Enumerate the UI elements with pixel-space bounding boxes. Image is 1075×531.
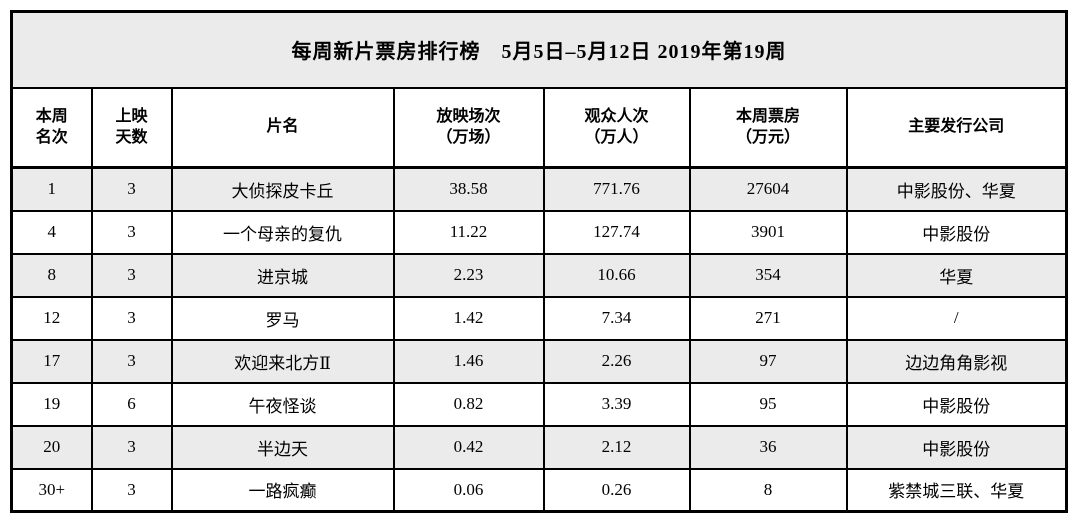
header-rank: 本周 名次 [10,86,93,169]
cell-distributor: 中影股份 [845,381,1068,427]
cell-audience: 127.74 [542,209,691,255]
table-row: 20 3 半边天 0.42 2.12 36 中影股份 [10,424,1068,470]
table-row: 19 6 午夜怪谈 0.82 3.39 95 中影股份 [10,381,1068,427]
cell-distributor: 华夏 [845,252,1068,298]
cell-days: 3 [90,338,173,384]
table-header-row: 本周 名次 上映 天数 片名 放映场次 （万场） 观众人次 （万人） 本周票房 … [10,86,1068,169]
cell-week-gross: 8 [688,467,848,513]
cell-week-gross: 354 [688,252,848,298]
cell-audience: 2.26 [542,338,691,384]
cell-screenings: 11.22 [392,209,545,255]
table-row: 4 3 一个母亲的复仇 11.22 127.74 3901 中影股份 [10,209,1068,255]
cell-days: 3 [90,295,173,341]
cell-audience: 10.66 [542,252,691,298]
cell-audience: 771.76 [542,166,691,212]
cell-days: 3 [90,252,173,298]
cell-days: 3 [90,467,173,513]
cell-week-gross: 271 [688,295,848,341]
cell-rank: 19 [10,381,93,427]
cell-days: 3 [90,424,173,470]
cell-film-name: 罗马 [170,295,395,341]
cell-screenings: 0.42 [392,424,545,470]
table-row: 12 3 罗马 1.42 7.34 271 / [10,295,1068,341]
cell-film-name: 一个母亲的复仇 [170,209,395,255]
cell-screenings: 0.06 [392,467,545,513]
header-audience: 观众人次 （万人） [542,86,691,169]
cell-distributor: 中影股份 [845,209,1068,255]
table-row: 1 3 大侦探皮卡丘 38.58 771.76 27604 中影股份、华夏 [10,166,1068,212]
cell-distributor: / [845,295,1068,341]
cell-audience: 7.34 [542,295,691,341]
cell-rank: 17 [10,338,93,384]
cell-days: 3 [90,166,173,212]
cell-week-gross: 95 [688,381,848,427]
cell-rank: 30+ [10,467,93,513]
cell-rank: 1 [10,166,93,212]
cell-film-name: 半边天 [170,424,395,470]
cell-days: 3 [90,209,173,255]
header-distributor: 主要发行公司 [845,86,1068,169]
table-row: 17 3 欢迎来北方Ⅱ 1.46 2.26 97 边边角角影视 [10,338,1068,384]
table-row: 30+ 3 一路疯癫 0.06 0.26 8 紫禁城三联、华夏 [10,467,1068,513]
cell-film-name: 进京城 [170,252,395,298]
cell-film-name: 大侦探皮卡丘 [170,166,395,212]
cell-audience: 3.39 [542,381,691,427]
cell-film-name: 欢迎来北方Ⅱ [170,338,395,384]
header-screenings: 放映场次 （万场） [392,86,545,169]
table-title-row: 每周新片票房排行榜 5月5日–5月12日 2019年第19周 [10,10,1068,89]
header-week-gross: 本周票房 （万元） [688,86,848,169]
cell-distributor: 中影股份、华夏 [845,166,1068,212]
cell-audience: 0.26 [542,467,691,513]
cell-audience: 2.12 [542,424,691,470]
header-days: 上映 天数 [90,86,173,169]
cell-screenings: 38.58 [392,166,545,212]
cell-rank: 20 [10,424,93,470]
cell-distributor: 中影股份 [845,424,1068,470]
cell-week-gross: 97 [688,338,848,384]
cell-rank: 12 [10,295,93,341]
header-film-name: 片名 [170,86,395,169]
cell-week-gross: 27604 [688,166,848,212]
cell-week-gross: 36 [688,424,848,470]
cell-rank: 4 [10,209,93,255]
cell-distributor: 边边角角影视 [845,338,1068,384]
cell-screenings: 1.42 [392,295,545,341]
table-row: 8 3 进京城 2.23 10.66 354 华夏 [10,252,1068,298]
cell-screenings: 1.46 [392,338,545,384]
cell-film-name: 午夜怪谈 [170,381,395,427]
cell-days: 6 [90,381,173,427]
cell-rank: 8 [10,252,93,298]
cell-distributor: 紫禁城三联、华夏 [845,467,1068,513]
cell-screenings: 0.82 [392,381,545,427]
cell-screenings: 2.23 [392,252,545,298]
weekly-boxoffice-table: 每周新片票房排行榜 5月5日–5月12日 2019年第19周 本周 名次 上映 … [10,10,1069,513]
cell-week-gross: 3901 [688,209,848,255]
table-title: 每周新片票房排行榜 5月5日–5月12日 2019年第19周 [10,10,1068,89]
cell-film-name: 一路疯癫 [170,467,395,513]
